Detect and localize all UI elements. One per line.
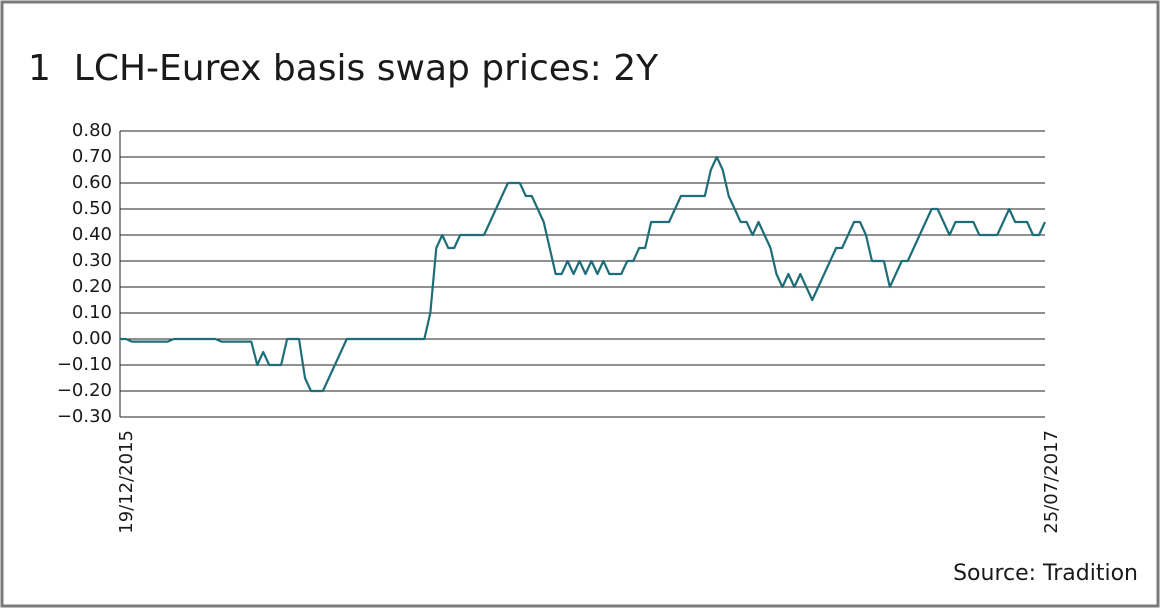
y-tick-label: 0.80 [72,120,112,141]
data-line [120,155,1046,393]
y-tick-label: −0.30 [57,406,112,427]
x-tick-label: 25/07/2017 [1041,430,1062,534]
y-tick-label: 0.20 [72,276,112,297]
y-tick-label: 0.50 [72,198,112,219]
y-tick-label: 0.40 [72,224,112,245]
source-note: Source: Tradition [953,561,1138,586]
y-tick-label: 0.30 [72,250,112,271]
y-tick-label: 0.70 [72,146,112,167]
y-tick-label: 0.00 [72,328,112,349]
y-tick-label: −0.10 [57,354,112,375]
x-tick-label: 19/12/2015 [116,430,137,534]
y-tick-label: 0.10 [72,302,112,323]
y-tick-label: 0.60 [72,172,112,193]
y-tick-label: −0.20 [57,380,112,401]
chart-title: 1 LCH-Eurex basis swap prices: 2Y [28,48,659,89]
